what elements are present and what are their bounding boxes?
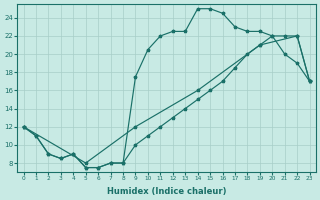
X-axis label: Humidex (Indice chaleur): Humidex (Indice chaleur) [107, 187, 226, 196]
